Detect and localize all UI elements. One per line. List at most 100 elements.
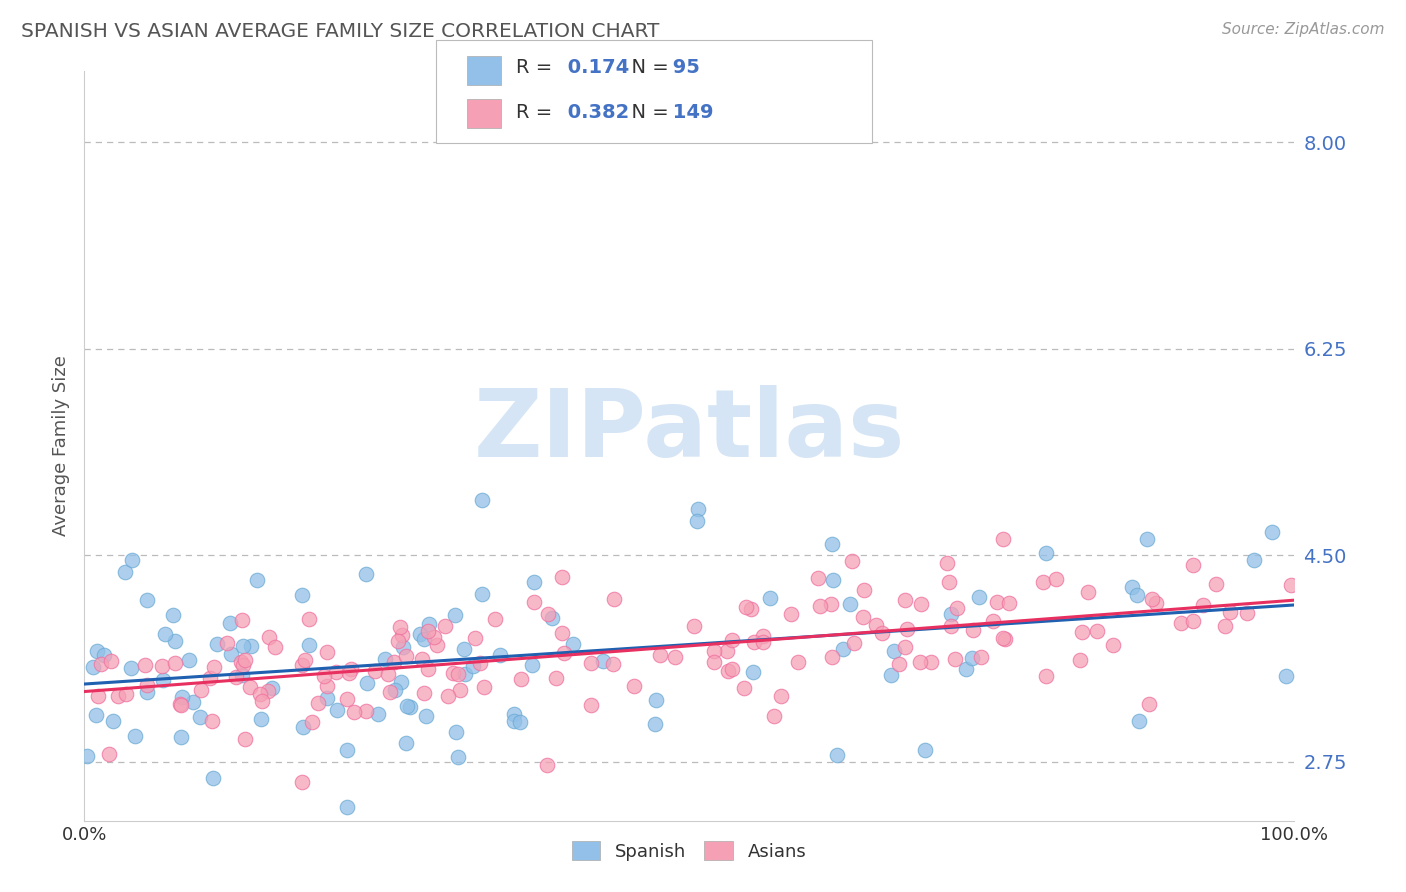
Point (231, 668, 253, 682)
Text: 149: 149 (666, 103, 714, 121)
Point (537, 607, 560, 621)
Point (188, 710, 211, 724)
Point (292, 720, 315, 734)
Point (472, 680, 495, 694)
Point (418, 662, 440, 676)
Point (150, 658, 173, 673)
Point (579, 656, 602, 670)
Point (852, 610, 875, 624)
Point (896, 622, 918, 636)
Point (337, 666, 360, 681)
Point (821, 537, 844, 551)
Point (1170, 616, 1192, 631)
Point (382, 656, 405, 670)
Point (807, 571, 830, 585)
Point (1077, 584, 1099, 599)
Point (443, 607, 465, 622)
Point (294, 653, 316, 667)
Point (703, 643, 725, 657)
Point (1213, 618, 1236, 632)
Point (163, 657, 186, 671)
Point (914, 742, 936, 756)
Point (246, 573, 269, 587)
Point (939, 619, 962, 633)
Point (76, 749, 98, 764)
Point (920, 656, 942, 670)
Point (315, 691, 337, 706)
Point (1142, 592, 1164, 607)
Point (364, 664, 387, 678)
Point (540, 611, 562, 625)
Point (163, 633, 186, 648)
Point (447, 667, 470, 681)
Point (170, 698, 193, 712)
Point (970, 650, 993, 665)
Point (603, 592, 626, 607)
Point (434, 619, 457, 633)
Point (832, 641, 855, 656)
Point (235, 731, 257, 746)
Point (291, 588, 314, 602)
Point (441, 666, 464, 681)
Point (1279, 577, 1302, 591)
Point (717, 664, 740, 678)
Point (744, 634, 766, 648)
Point (356, 676, 378, 690)
Point (395, 736, 418, 750)
Point (1205, 576, 1227, 591)
Point (763, 709, 786, 723)
Point (84, 707, 107, 722)
Point (114, 565, 136, 579)
Point (136, 684, 159, 698)
Point (135, 678, 157, 692)
Point (411, 652, 433, 666)
Point (153, 626, 176, 640)
Point (82, 660, 104, 674)
Point (1182, 558, 1205, 573)
Point (418, 616, 440, 631)
Point (394, 648, 416, 663)
Point (450, 683, 472, 698)
Point (162, 608, 184, 623)
Point (339, 663, 361, 677)
Point (1275, 669, 1298, 683)
Point (205, 637, 228, 651)
Point (758, 591, 780, 605)
Point (551, 570, 574, 584)
Point (169, 697, 191, 711)
Point (415, 709, 437, 723)
Point (683, 619, 706, 633)
Point (894, 593, 917, 607)
Point (93, 648, 115, 662)
Point (336, 799, 359, 814)
Point (938, 574, 960, 589)
Point (468, 657, 491, 671)
Point (716, 644, 738, 658)
Point (298, 612, 321, 626)
Point (841, 554, 863, 568)
Point (298, 638, 321, 652)
Point (734, 599, 756, 614)
Point (1144, 596, 1167, 610)
Point (219, 616, 242, 631)
Point (553, 646, 575, 660)
Point (946, 600, 969, 615)
Point (752, 628, 775, 642)
Point (852, 583, 875, 598)
Point (447, 750, 470, 764)
Point (444, 725, 467, 739)
Point (1032, 575, 1054, 590)
Point (551, 626, 574, 640)
Point (260, 681, 283, 696)
Point (170, 730, 193, 744)
Point (392, 640, 415, 654)
Point (291, 775, 314, 789)
Y-axis label: Average Family Size: Average Family Size (52, 356, 70, 536)
Point (1085, 624, 1108, 638)
Point (416, 624, 439, 638)
Legend: Spanish, Asians: Spanish, Asians (564, 834, 814, 868)
Point (343, 706, 366, 720)
Point (409, 626, 432, 640)
Point (820, 649, 842, 664)
Point (688, 501, 710, 516)
